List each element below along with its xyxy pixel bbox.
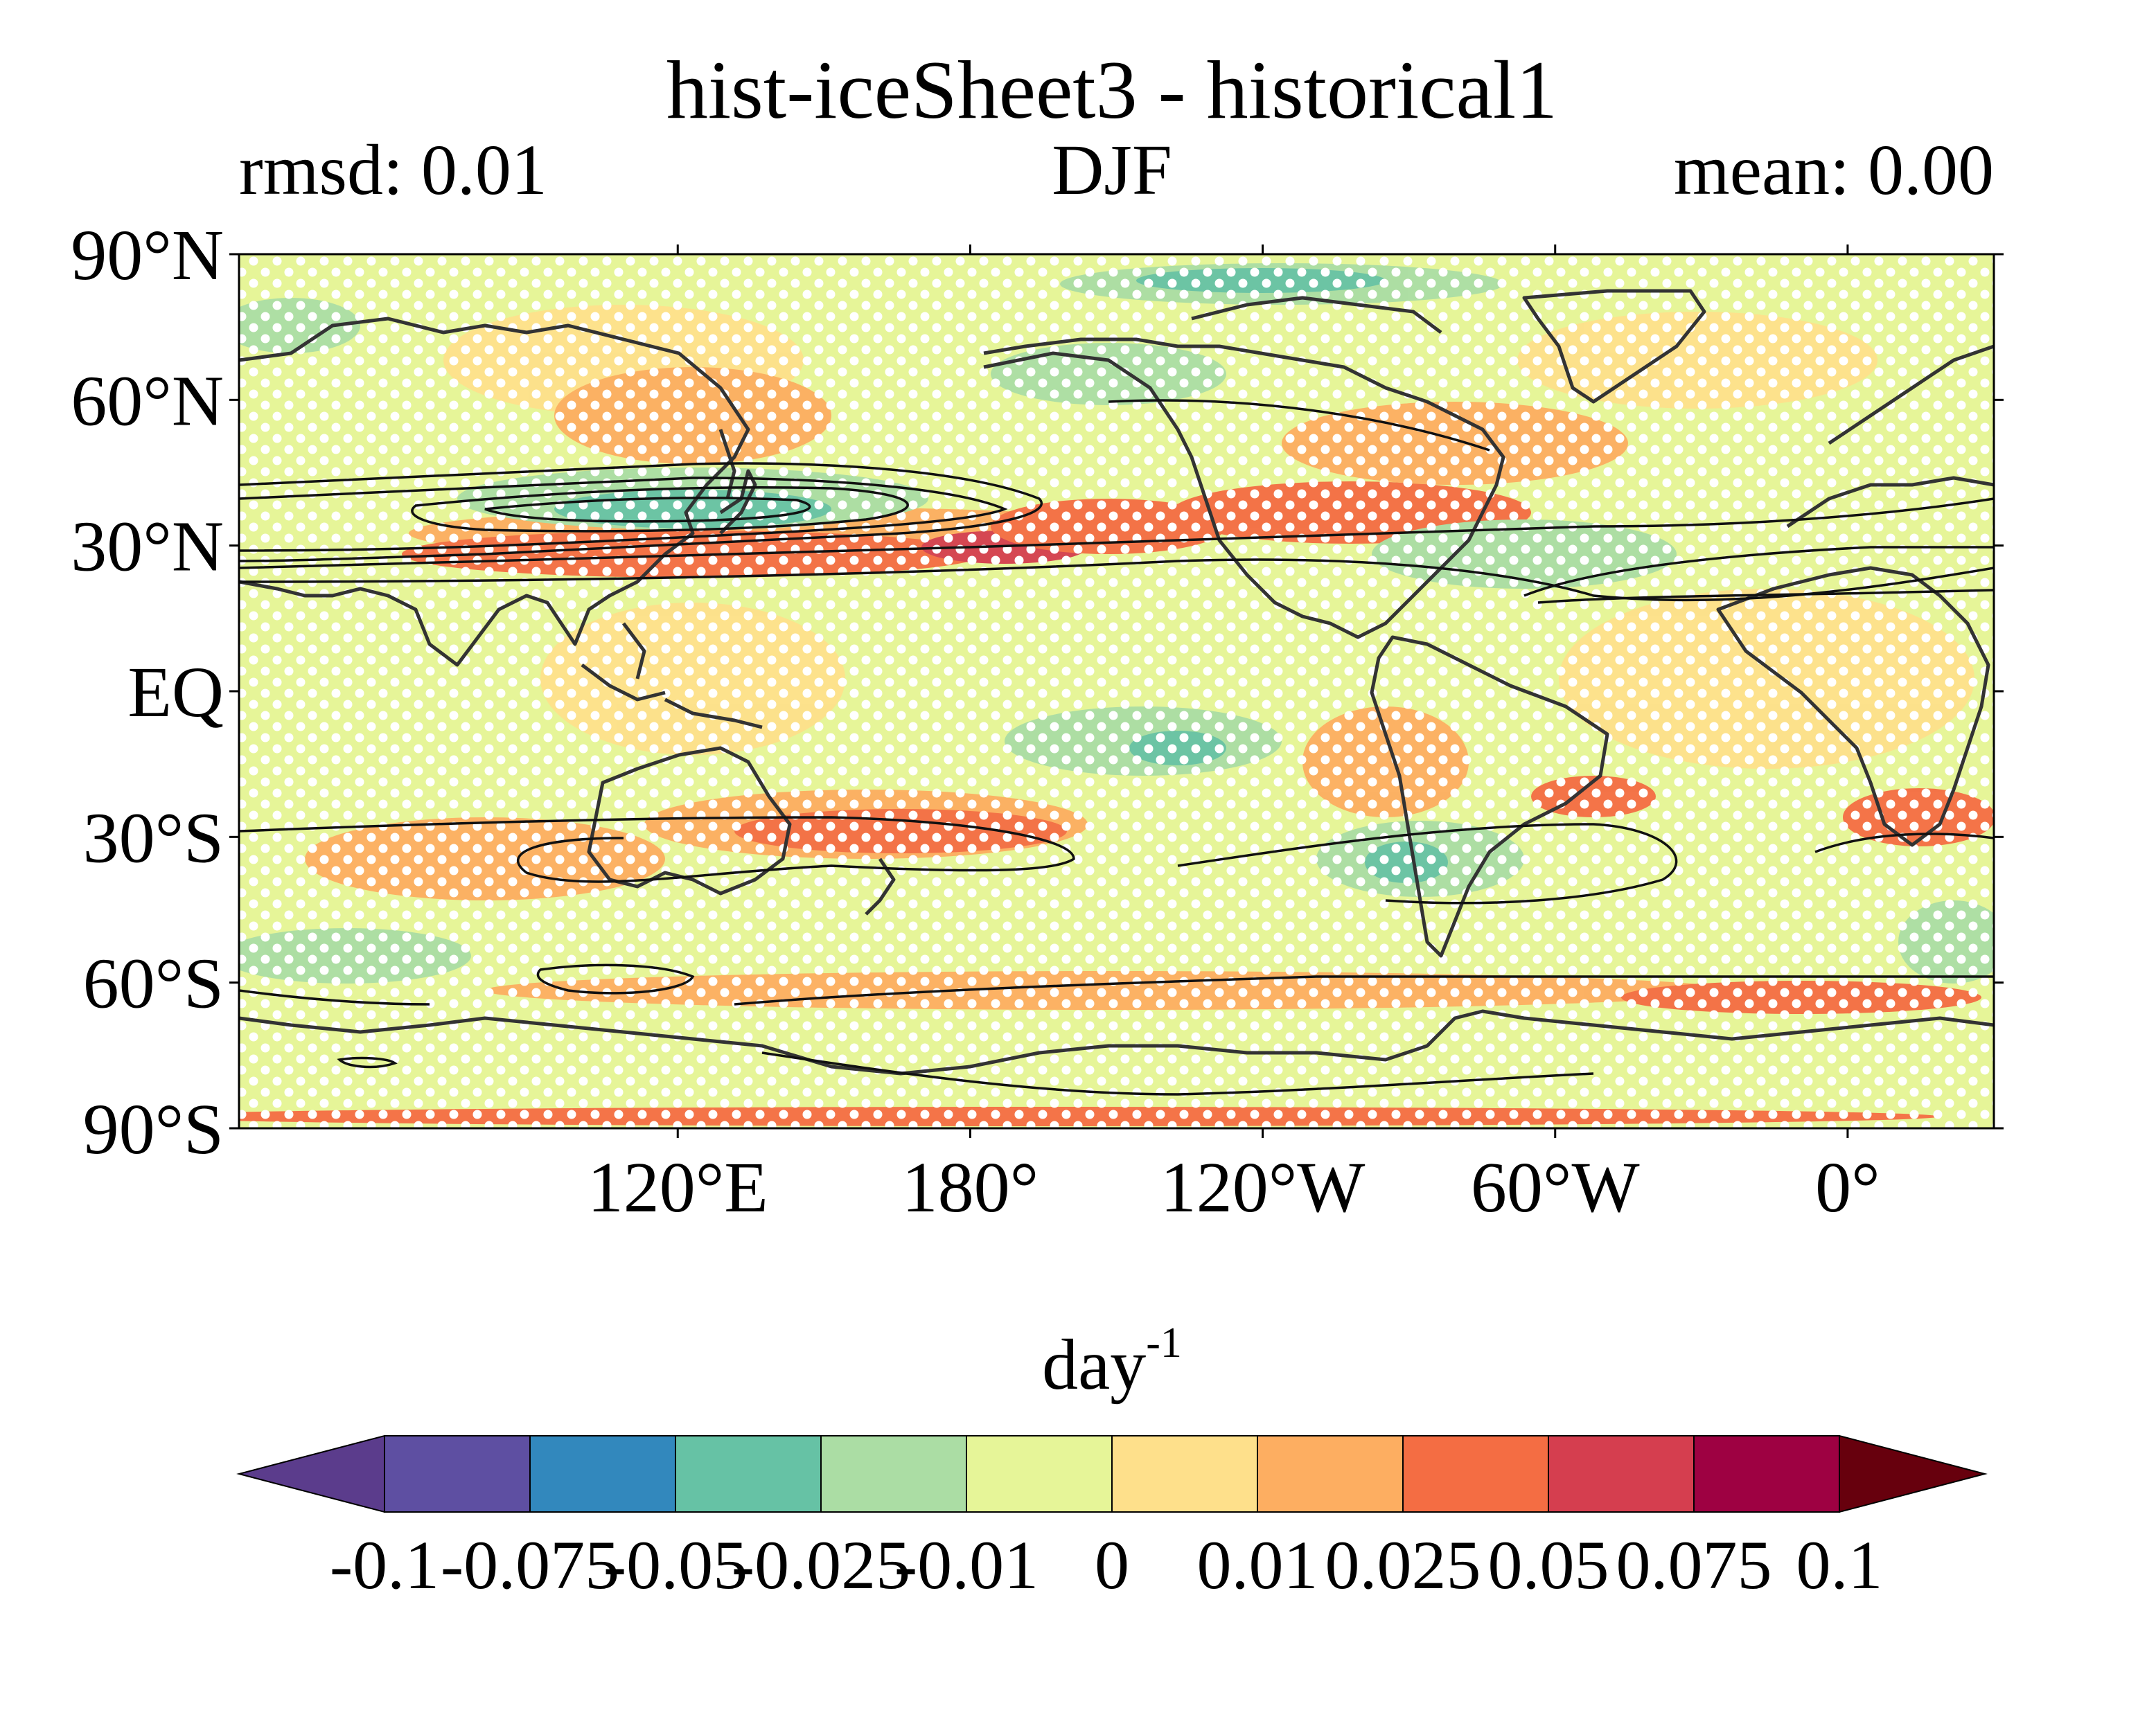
colorbar-segment [1402,1435,1549,1513]
colorbar-tick-label: -0.1 [330,1527,439,1603]
colorbar-over-arrow [1839,1434,1988,1513]
lon-tick-label: 180° [902,1148,1039,1227]
colorbar: -0.1 -0.075-0.05-0.025-0.01 0 0.01 0.025 0.05… [236,1434,1988,1603]
colorbar-segment [1257,1435,1404,1513]
lat-tick-label: 30°N [71,507,224,587]
unit-exponent: -1 [1146,1319,1182,1367]
lon-tick-label: 0° [1815,1148,1880,1227]
colorbar-segment [1548,1435,1695,1513]
colorbar-segment [820,1435,967,1513]
colorbar-tick-label: -0.01 [894,1527,1039,1603]
climatology-contours [239,399,1994,1096]
lat-tick-label: 30°S [83,798,224,878]
colorbar-tick-label: -0.075 [441,1527,619,1603]
coastlines [239,289,1994,1076]
lat-tick-label: 90°N [71,215,224,295]
unit-base: day [1042,1325,1146,1405]
longitude-axis: 120°E 180° 120°W 60°W 0° [587,244,1880,1227]
colorbar-segment [384,1435,531,1513]
colorbar-segment [529,1435,676,1513]
colorbar-tick-label: 0.05 [1488,1527,1609,1603]
colorbar-segment [1111,1435,1258,1513]
latitude-axis: 90°N 60°N 30°N EQ 30°S 60°S 90°S [71,215,2004,1169]
lon-tick-label: 60°W [1471,1148,1640,1227]
colorbar-segment [966,1435,1113,1513]
colorbar-unit: day-1 [1042,1319,1182,1405]
lat-tick-label: 60°S [83,944,224,1024]
colorbar-tick-label: -0.05 [603,1527,748,1603]
colorbar-tick-label: 0.075 [1616,1527,1772,1603]
season-label: DJF [1052,130,1172,210]
colorbar-tick-label: 0.1 [1796,1527,1883,1603]
colorbar-under-arrow [236,1434,385,1513]
lon-tick-label: 120°W [1160,1148,1366,1227]
colorbar-tick-label: -0.025 [732,1527,910,1603]
lon-tick-label: 120°E [587,1148,768,1227]
colorbar-tick-label: 0.025 [1325,1527,1481,1603]
colorbar-tick-label: 0.01 [1197,1527,1318,1603]
rmsd-label: rmsd: 0.01 [239,130,547,210]
lat-tick-label: EQ [127,652,224,732]
lat-tick-label: 90°S [83,1089,224,1169]
colorbar-segment [675,1435,822,1513]
map-title: hist-iceSheet3 - historical1 [666,44,1557,136]
colorbar-tick-label: 0 [1095,1527,1129,1603]
map-panel [239,254,1994,1128]
lat-tick-label: 60°N [71,361,224,441]
mean-label: mean: 0.00 [1674,130,1994,210]
significance-stippling [239,254,1994,1128]
colorbar-segment [1693,1435,1840,1513]
